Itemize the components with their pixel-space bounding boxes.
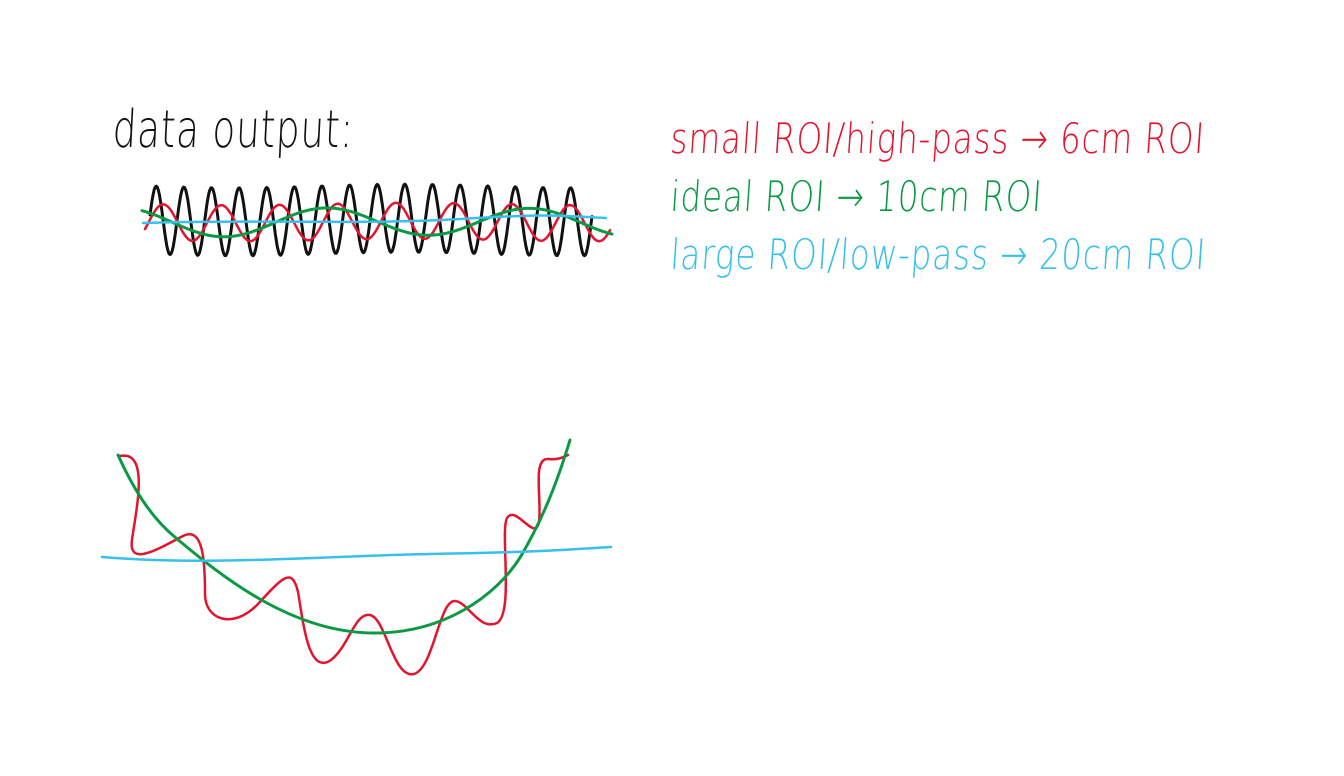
small-roi-signal-trace	[143, 201, 612, 243]
ideal-roi-profile-curve	[116, 438, 572, 635]
small-roi-profile-curve	[118, 453, 570, 676]
large-roi-signal-trace	[141, 214, 608, 225]
large-roi-profile-line	[100, 545, 613, 562]
data-output-title: data output:	[111, 100, 356, 160]
ideal-roi-legend: ideal ROI → 10cm ROI	[668, 172, 1045, 221]
raw-signal-trace	[148, 182, 594, 258]
large-roi-legend: large ROI/low-pass → 20cm ROI	[668, 230, 1208, 279]
small-roi-legend: small ROI/high-pass → 6cm ROI	[668, 114, 1207, 163]
